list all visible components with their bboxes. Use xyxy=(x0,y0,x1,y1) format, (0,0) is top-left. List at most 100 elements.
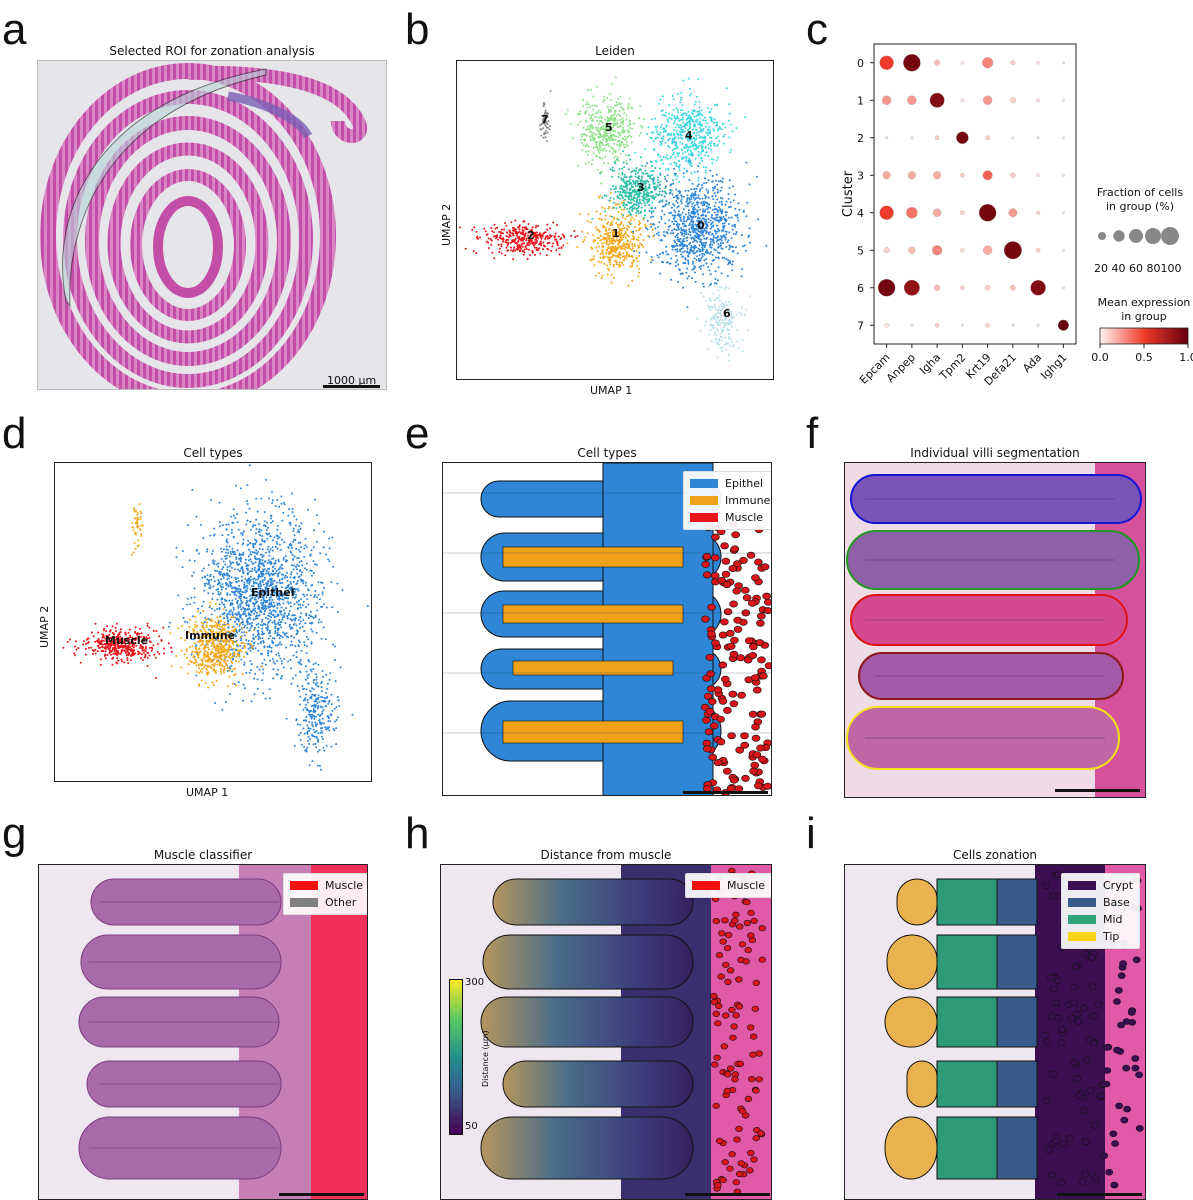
panel-a-image xyxy=(37,60,387,390)
celltype-umap-scatter xyxy=(62,464,369,771)
umap-cluster-0 xyxy=(619,125,768,309)
colorbar-label: Distance (µm) xyxy=(481,1030,490,1087)
dotplot-dot xyxy=(982,57,994,69)
panel-letter-d: d xyxy=(2,409,27,458)
gene-tick-label: Tpm2 xyxy=(936,351,968,383)
dotplot-dot xyxy=(960,61,965,65)
panel-letter-c: c xyxy=(806,5,828,54)
umap-cluster-label: 4 xyxy=(685,129,693,142)
scale-bar-label: 1000 µm xyxy=(327,374,377,387)
size-legend-title: in group (%) xyxy=(1106,200,1174,213)
dotplot-dot xyxy=(1061,98,1065,102)
dotplot-dot xyxy=(907,171,916,180)
umap-cluster-5 xyxy=(565,76,645,185)
color-legend-bar xyxy=(1099,327,1189,345)
dotplot-dot xyxy=(934,284,941,291)
size-legend-labels: 20 40 60 80100 xyxy=(1094,262,1181,275)
dotplot-dot xyxy=(1009,97,1016,104)
scale-bar xyxy=(323,385,380,388)
panel-letter-b: b xyxy=(405,5,430,54)
gene-tick-label: Ighg1 xyxy=(1038,351,1069,382)
dotplot-dot xyxy=(934,135,940,140)
dotplot-dot xyxy=(934,59,941,66)
umap-label-muscle: Muscle xyxy=(105,634,149,647)
umap-celltype-muscle xyxy=(62,622,173,679)
dotplot-dot xyxy=(982,245,993,255)
scale-bar xyxy=(1055,789,1140,792)
cluster-tick-label: 0 xyxy=(857,57,864,70)
dotplot-dot xyxy=(1010,60,1016,66)
dotplot-dot xyxy=(1010,285,1016,291)
panel-f-image xyxy=(844,462,1146,798)
legend-swatch-tip xyxy=(1068,932,1096,941)
legend-mid: Mid xyxy=(1103,913,1123,926)
dotplot-dot xyxy=(933,171,942,180)
dotplot-dot xyxy=(932,208,942,217)
legend-swatch-base xyxy=(1068,898,1096,907)
dotplot-dot xyxy=(960,285,965,290)
umap-cluster-6 xyxy=(696,285,752,362)
legend-swatch-immune xyxy=(690,496,718,505)
cluster-tick-label: 3 xyxy=(857,169,864,182)
distance-colorbar xyxy=(449,979,463,1135)
umap-celltype-epithel-tail xyxy=(285,662,354,771)
legend-swatch-epithel xyxy=(690,479,718,488)
dotplot-dot xyxy=(879,205,894,220)
gene-tick-label: Anpep xyxy=(884,351,918,385)
dotplot-dot xyxy=(985,323,990,328)
panel-h-title: Distance from muscle xyxy=(540,848,672,862)
umap-cluster-label: 0 xyxy=(697,219,705,232)
dotplot-dot xyxy=(982,95,993,105)
legend-swatch-muscle xyxy=(290,881,318,890)
dotplot-dot xyxy=(1061,61,1065,65)
umap-cluster-label: 6 xyxy=(723,307,731,320)
legend-tip: Tip xyxy=(1103,930,1120,943)
dotplot-dot xyxy=(884,323,889,328)
muscle-classifier-illustration xyxy=(39,865,367,1199)
dotplot-dot xyxy=(885,136,889,140)
dotplot-dot xyxy=(903,54,921,72)
panel-b-xlabel: UMAP 1 xyxy=(590,384,633,397)
dotplot-dot xyxy=(1061,211,1065,215)
panel-letter-e: e xyxy=(405,409,430,458)
legend-swatch-muscle xyxy=(692,881,720,890)
legend-muscle: Muscle xyxy=(725,511,764,524)
legend-crypt: Crypt xyxy=(1103,879,1134,892)
dotplot-dot xyxy=(1003,241,1022,260)
cluster-tick-label: 4 xyxy=(857,207,864,220)
umap-cluster-3 xyxy=(591,150,676,228)
size-legend-dot xyxy=(1161,227,1179,245)
dotplot-dot xyxy=(960,323,964,327)
umap-cluster-label: 1 xyxy=(612,227,620,240)
umap-label-epithel: Epithel xyxy=(251,586,295,599)
scale-bar xyxy=(1057,1193,1142,1196)
dotplot-dot xyxy=(978,204,997,222)
dotplot-dot xyxy=(985,135,990,140)
legend-other: Other xyxy=(325,896,357,909)
gene-tick-label: Epcam xyxy=(857,351,893,387)
panel-b-ylabel: UMAP 2 xyxy=(440,203,453,246)
panel-i-legend: Crypt Base Mid Tip xyxy=(1061,873,1141,949)
dotplot-dot xyxy=(907,95,917,105)
dotplot-dot xyxy=(1061,286,1065,290)
panel-d-umap: Epithel Immune Muscle xyxy=(54,462,372,782)
size-legend-dot xyxy=(1129,229,1143,243)
umap-cluster-1 xyxy=(566,191,655,287)
color-legend-title: in group xyxy=(1121,310,1166,323)
panel-g-title: Muscle classifier xyxy=(153,848,253,862)
dotplot-dot xyxy=(1061,136,1065,140)
panel-h-legend: Muscle xyxy=(685,873,771,898)
dotplot-dot xyxy=(1061,248,1065,252)
size-legend-dot xyxy=(1113,230,1125,242)
panel-g-legend: Muscle Other xyxy=(283,873,367,915)
dotplot-axes-frame xyxy=(873,43,1077,345)
umap-label-immune: Immune xyxy=(185,629,236,642)
legend-swatch-crypt xyxy=(1068,881,1096,890)
size-legend-title: Fraction of cells xyxy=(1097,186,1183,199)
dotplot-dot xyxy=(932,245,943,256)
scale-bar xyxy=(683,791,768,794)
dotplot-dot xyxy=(903,279,920,296)
legend-swatch-muscle xyxy=(690,513,718,522)
panel-letter-f: f xyxy=(806,409,819,458)
